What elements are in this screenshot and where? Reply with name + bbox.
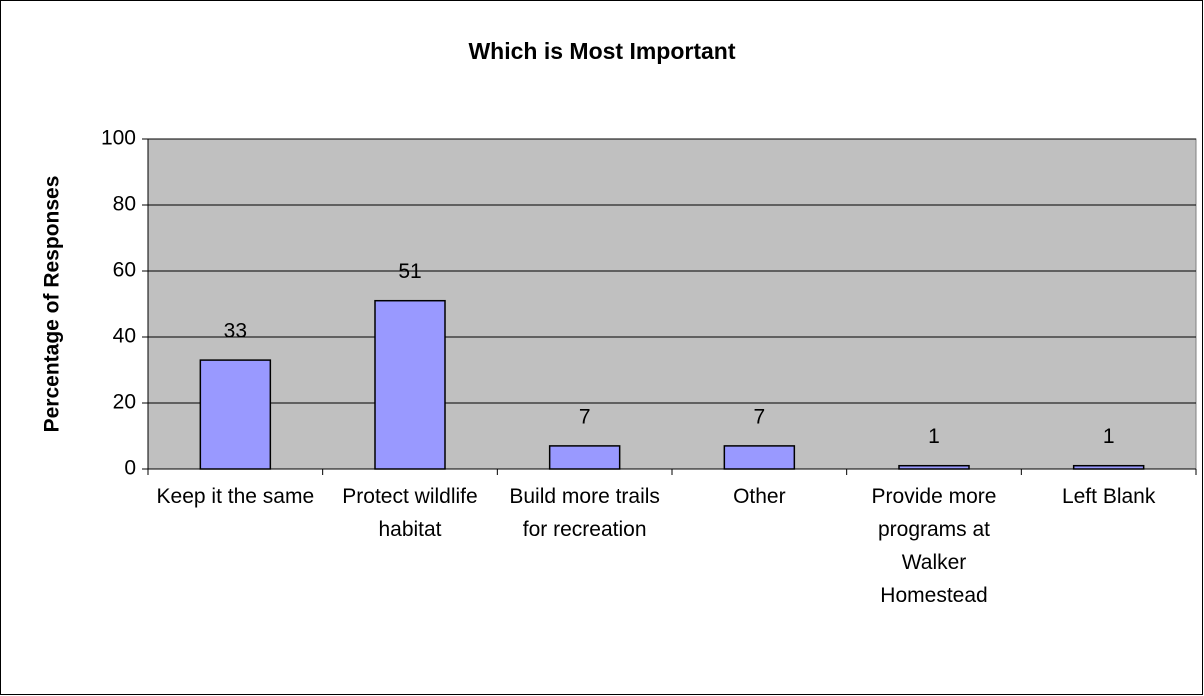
x-tick-label: Provide more programs at Walker Homestea… — [871, 485, 997, 607]
chart-title: Which is Most Important — [468, 38, 735, 64]
x-tick-label-box: Protect wildlife habitat — [342, 485, 478, 541]
y-axis-title: Percentage of Responses — [41, 176, 64, 433]
y-tick-label: 0 — [124, 457, 136, 480]
x-tick-label: Left Blank — [1061, 485, 1156, 508]
data-label: 7 — [753, 405, 765, 428]
bar — [1072, 464, 1145, 470]
bar — [374, 299, 446, 470]
x-tick-label-box: Build more trails for recreation — [509, 485, 660, 541]
x-tick-label: Other — [733, 485, 786, 508]
plot-area — [147, 138, 1197, 470]
y-tick-label: 40 — [113, 325, 136, 348]
bar — [898, 464, 970, 470]
y-tick-label: 60 — [113, 259, 136, 282]
x-tick-label-box: Keep it the same — [156, 485, 315, 508]
bar — [548, 445, 621, 470]
data-label: 7 — [579, 405, 591, 428]
data-label: 1 — [928, 425, 940, 448]
data-label: 33 — [224, 320, 247, 343]
data-label: 51 — [398, 260, 421, 283]
x-tick-label: Protect wildlife habitat — [342, 485, 478, 541]
data-label: 1 — [1103, 425, 1115, 448]
y-tick-label: 100 — [101, 127, 136, 150]
x-tick-label-box: Provide more programs at Walker Homestea… — [871, 485, 997, 607]
x-tick-label: Keep it the same — [156, 485, 315, 508]
x-tick-label-box: Left Blank — [1061, 485, 1156, 508]
bar — [723, 445, 796, 470]
bar — [199, 359, 272, 470]
y-tick-label: 80 — [113, 193, 136, 216]
x-tick-label: Build more trails for recreation — [509, 485, 660, 541]
y-tick-label: 20 — [113, 391, 136, 414]
x-tick-label-box: Other — [733, 485, 786, 508]
